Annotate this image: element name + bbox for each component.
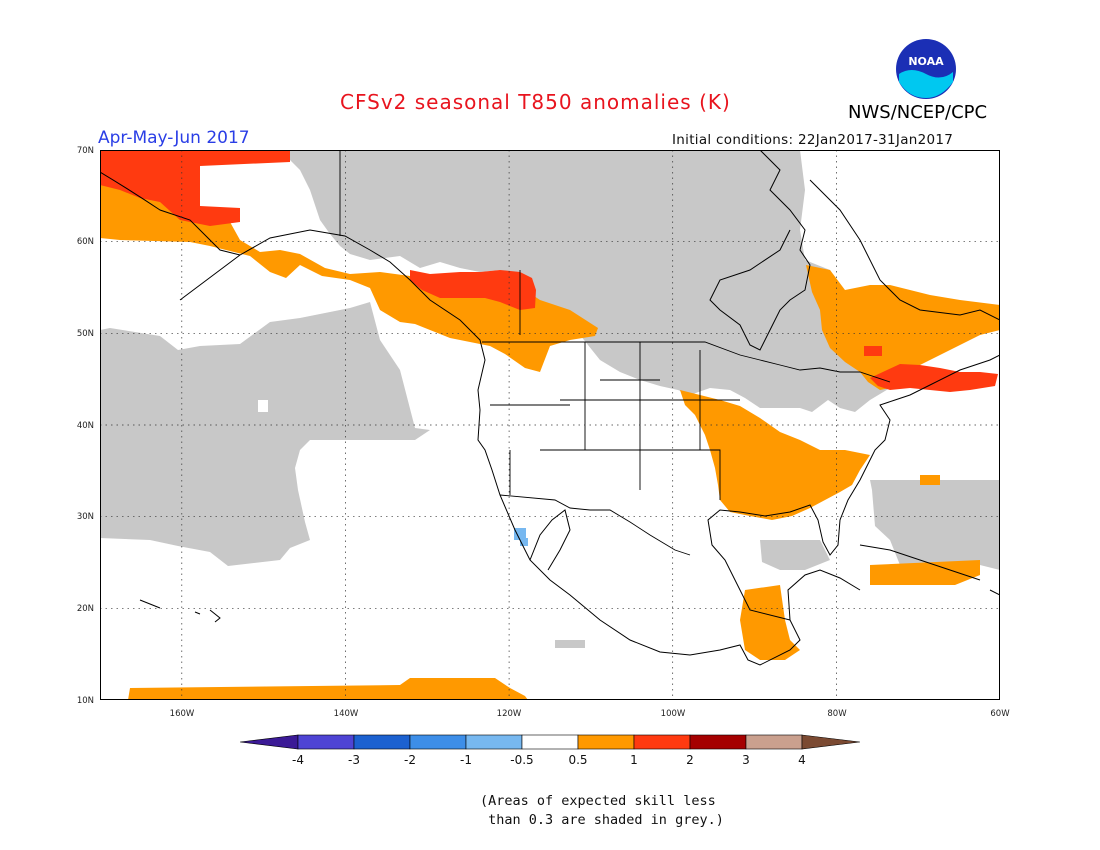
lon-tick: 160W xyxy=(170,709,195,719)
colorbar-box xyxy=(297,734,355,750)
low-skill-shading xyxy=(100,150,1000,648)
anomaly-map xyxy=(100,150,1000,700)
logo-text: NOAA xyxy=(908,55,944,68)
skill-note-line-1: (Areas of expected skill less xyxy=(480,793,716,809)
skill-note-line-2: than 0.3 are shaded in grey.) xyxy=(480,812,724,828)
lat-tick: 20N xyxy=(77,604,94,614)
lon-tick: 80W xyxy=(827,709,847,719)
colorbar-box xyxy=(689,734,747,750)
colorbar-arrow-max xyxy=(801,734,860,750)
warm-anomaly-1-2 xyxy=(100,150,998,392)
colorbar-label: 1 xyxy=(630,753,638,767)
political-borders xyxy=(339,150,891,556)
cool-anomaly-patch xyxy=(514,528,526,540)
noaa-logo: NOAA xyxy=(896,39,956,99)
lat-tick: 70N xyxy=(77,146,94,156)
colorbar-box xyxy=(745,734,803,750)
colorbar-label: 3 xyxy=(742,753,750,767)
lon-tick: 100W xyxy=(661,709,686,719)
initial-conditions: Initial conditions: 22Jan2017-31Jan2017 xyxy=(672,132,954,148)
coastlines xyxy=(100,150,1000,666)
axis-labels: 10N 20N 30N 40N 50N 60N 70N 160W 140W 12… xyxy=(77,146,1010,719)
colorbar-label: 0.5 xyxy=(568,753,587,767)
agency-label: NWS/NCEP/CPC xyxy=(848,102,988,123)
lat-tick: 60N xyxy=(77,237,94,247)
colorbar-label: -2 xyxy=(404,753,416,767)
gridlines xyxy=(100,150,1000,700)
colorbar-label: 4 xyxy=(798,753,806,767)
colorbar-box xyxy=(577,734,635,750)
colorbar-label: -1 xyxy=(460,753,472,767)
map-frame xyxy=(100,150,1000,700)
colorbar-label: 2 xyxy=(686,753,694,767)
colorbar-box xyxy=(353,734,411,750)
lon-tick: 60W xyxy=(990,709,1010,719)
colorbar-label: -3 xyxy=(348,753,360,767)
lon-tick: 140W xyxy=(334,709,359,719)
colorbar-box xyxy=(465,734,523,750)
colorbar-box xyxy=(409,734,467,750)
lat-tick: 10N xyxy=(77,696,94,706)
warm-anomaly-0.5-1 xyxy=(100,180,1000,700)
lat-tick: 50N xyxy=(77,329,94,339)
colorbar-box xyxy=(633,734,691,750)
lat-tick: 40N xyxy=(77,421,94,431)
colorbar: -4 -3 -2 -1 -0.5 0.5 1 2 3 4 xyxy=(240,734,860,767)
skill-note: (Areas of expected skill less than 0.3 a… xyxy=(480,792,724,830)
lon-tick: 120W xyxy=(497,709,522,719)
period-label: Apr-May-Jun 2017 xyxy=(98,128,250,148)
chart-title: CFSv2 seasonal T850 anomalies (K) xyxy=(340,90,731,114)
colorbar-arrow-min xyxy=(240,734,299,750)
lat-tick: 30N xyxy=(77,512,94,522)
colorbar-label: -4 xyxy=(292,753,304,767)
colorbar-box xyxy=(521,734,579,750)
colorbar-label: -0.5 xyxy=(510,753,533,767)
